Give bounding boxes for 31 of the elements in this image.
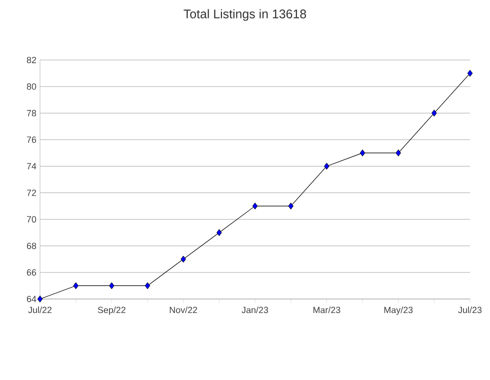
y-tick-label: 72 [26,190,36,196]
point [467,70,473,77]
y-tick-label: 64 [26,296,36,302]
point [216,229,222,236]
point [37,296,43,302]
point [396,150,401,156]
x-tick-label: Mar/23 [313,306,340,314]
point [180,256,186,263]
y-tick-label: 82 [26,56,36,64]
x-tick-label: May/23 [384,306,413,315]
y-tick-label: 68 [26,242,36,250]
y-tick-label: 76 [26,136,36,143]
x-tick-label: Jan/23 [242,306,268,314]
point [288,202,294,210]
point [73,282,78,290]
y-tick-label: 74 [26,163,36,170]
chart-title: Total Listings in 13618 [184,9,306,21]
point [324,162,330,170]
point [144,282,150,290]
point [252,202,258,210]
y-tick-label: 70 [26,216,36,223]
point [360,150,366,156]
point [109,282,114,290]
y-tick-label: 78 [26,110,36,116]
y-tick-label: 80 [26,83,36,90]
point [432,110,437,117]
x-tick-label: Sep/22 [98,306,126,315]
x-tick-label: Jul/23 [458,306,482,314]
x-tick-label: Nov/22 [170,306,198,314]
x-tick-label: Jul/22 [28,306,52,314]
y-tick-label: 66 [26,269,36,276]
